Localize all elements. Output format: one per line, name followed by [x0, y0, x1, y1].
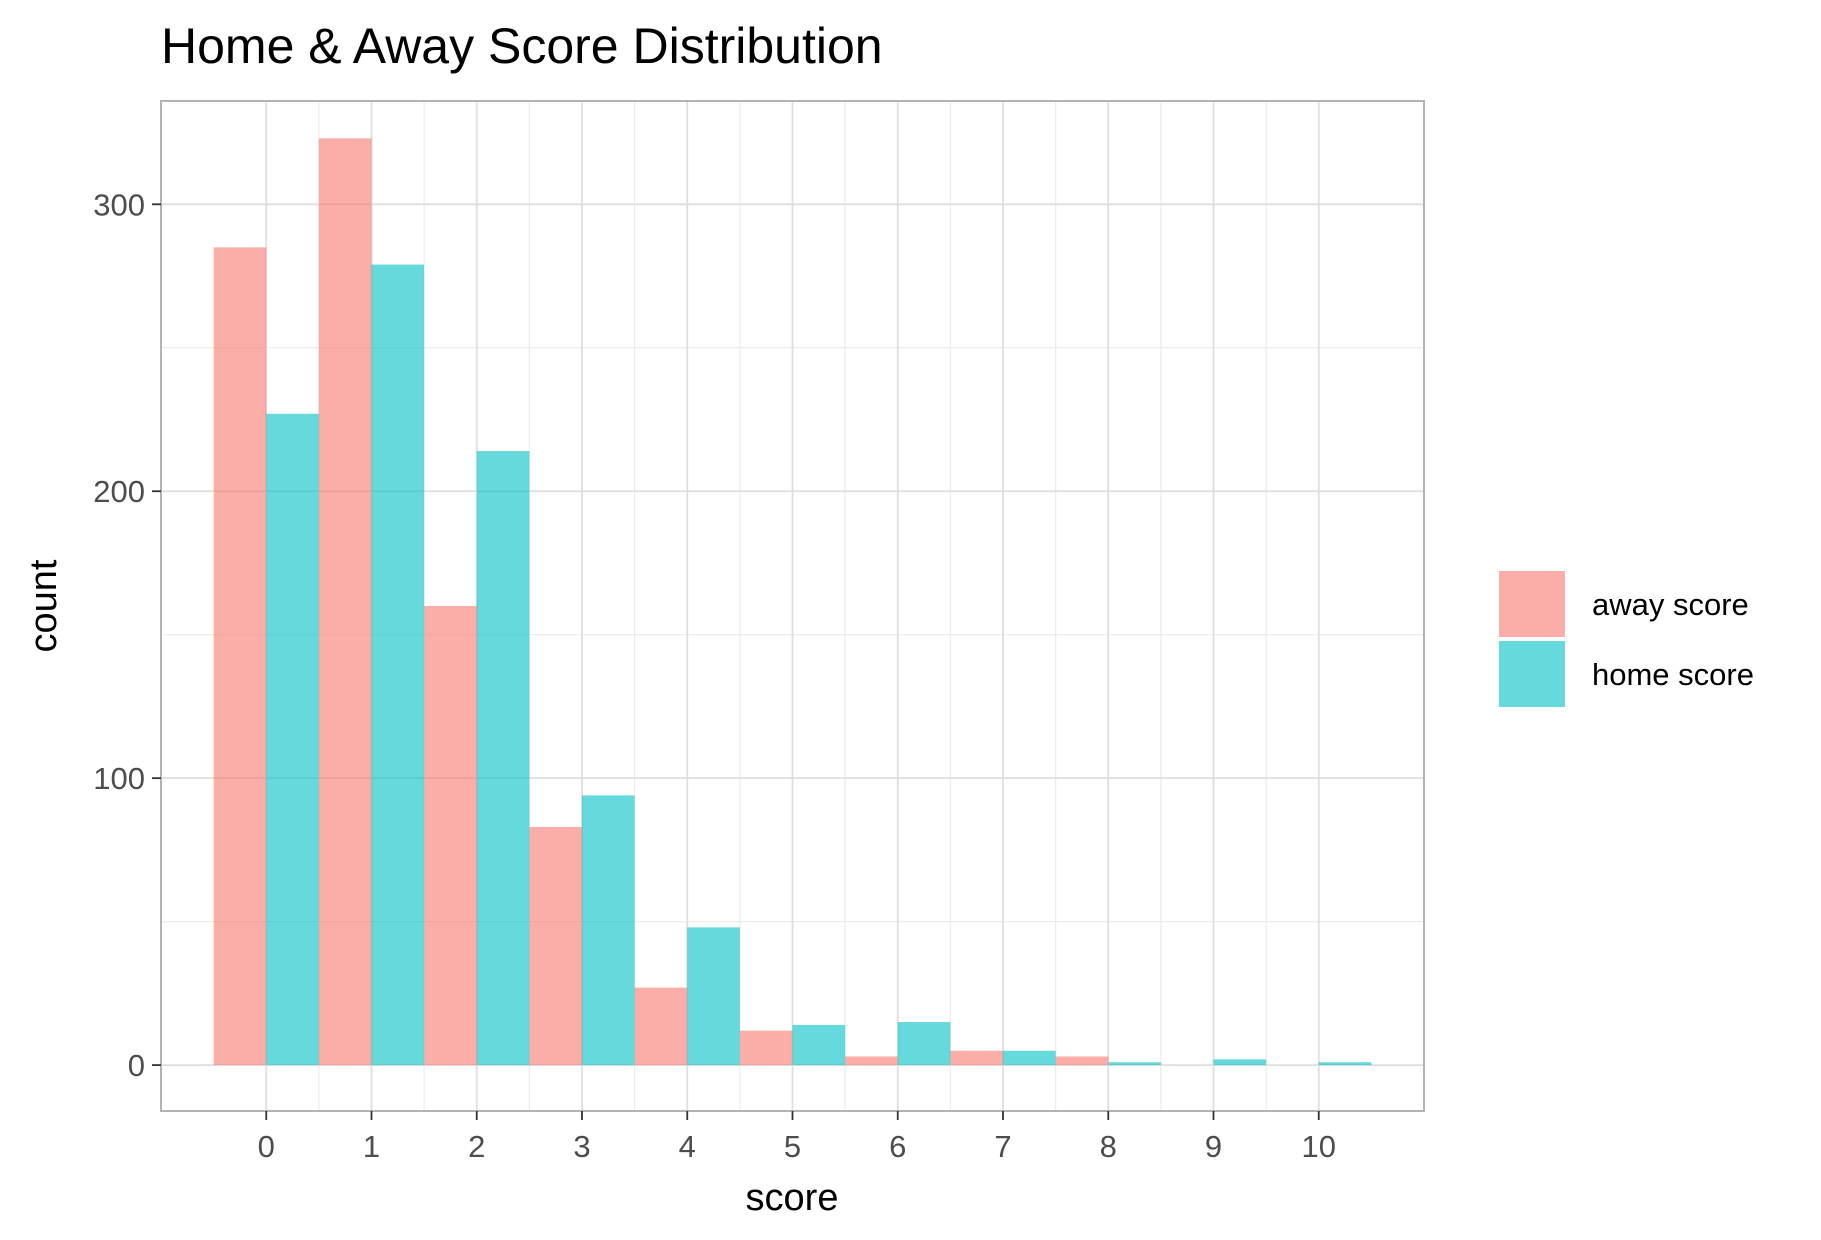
- bars: [213, 138, 1372, 1066]
- bar-away-score-5: [739, 1030, 793, 1066]
- y-tick-label: 0: [128, 1048, 145, 1083]
- bar-home-score-4: [687, 927, 740, 1066]
- x-tick-label: 0: [258, 1129, 275, 1164]
- bar-home-score-2: [476, 451, 530, 1066]
- x-tick-label: 6: [889, 1129, 906, 1164]
- bar-home-score-1: [371, 264, 425, 1066]
- bar-home-score-7: [1003, 1050, 1056, 1066]
- legend-label: away score: [1592, 587, 1749, 622]
- bar-away-score-0: [213, 247, 267, 1066]
- plot-panel: [160, 100, 1425, 1112]
- bar-away-score-6: [845, 1056, 898, 1066]
- bar-home-score-6: [897, 1022, 951, 1066]
- x-tick-label: 10: [1302, 1129, 1336, 1164]
- legend: away score home score: [1499, 571, 1754, 707]
- bar-away-score-2: [424, 606, 477, 1066]
- x-tick-label: 9: [1205, 1129, 1222, 1164]
- bar-home-score-10: [1318, 1062, 1372, 1066]
- bar-home-score-0: [266, 413, 319, 1066]
- bar-home-score-3: [582, 795, 635, 1066]
- x-tick-label: 2: [468, 1129, 485, 1164]
- x-tick-label: 1: [363, 1129, 380, 1164]
- legend-key-home-score: [1499, 641, 1565, 707]
- y-axis-ticks: 0 100 200 300: [93, 187, 161, 1083]
- y-tick-label: 300: [93, 187, 145, 222]
- chart-title: Home & Away Score Distribution: [161, 18, 883, 74]
- bar-away-score-7: [950, 1050, 1003, 1066]
- x-tick-label: 8: [1100, 1129, 1117, 1164]
- y-tick-label: 200: [93, 474, 145, 509]
- bar-away-score-4: [634, 987, 688, 1066]
- bar-away-score-3: [529, 826, 582, 1066]
- y-tick-label: 100: [93, 761, 145, 796]
- bar-home-score-5: [792, 1024, 846, 1066]
- bar-home-score-9: [1213, 1059, 1267, 1066]
- y-axis-title: count: [23, 559, 65, 652]
- legend-label: home score: [1592, 657, 1754, 692]
- bar-away-score-1: [318, 138, 372, 1066]
- x-axis-title: score: [746, 1177, 839, 1219]
- x-tick-label: 5: [784, 1129, 801, 1164]
- x-axis-ticks: 0 1 2 3 4 5 6 7 8 9 10: [258, 1111, 1336, 1164]
- x-tick-label: 3: [573, 1129, 590, 1164]
- x-tick-label: 4: [679, 1129, 696, 1164]
- bar-away-score-8: [1055, 1056, 1109, 1066]
- legend-key-away-score: [1499, 571, 1565, 637]
- x-tick-label: 7: [994, 1129, 1011, 1164]
- bar-home-score-8: [1108, 1062, 1161, 1066]
